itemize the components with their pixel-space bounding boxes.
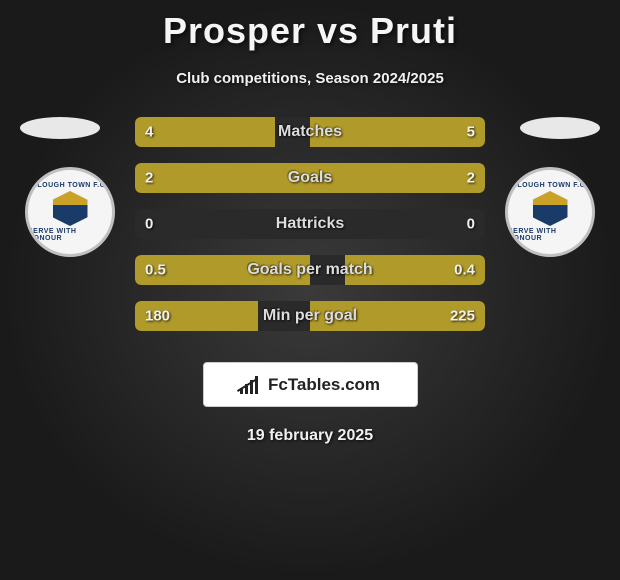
stat-fill-left [135, 117, 275, 147]
stat-value-right: 5 [467, 124, 475, 141]
stat-label: Min per goal [263, 307, 357, 325]
badge-text-top: SLOUGH TOWN F.C. [32, 182, 108, 189]
brand-box[interactable]: FcTables.com [203, 362, 418, 407]
stat-value-left: 0.5 [145, 262, 166, 279]
stat-value-right: 225 [450, 308, 475, 325]
stat-label: Goals per match [247, 261, 372, 279]
stat-value-right: 2 [467, 170, 475, 187]
badge-text-bottom: SERVE WITH HONOUR [28, 228, 112, 242]
club-badge-left: SLOUGH TOWN F.C. SERVE WITH HONOUR [25, 167, 115, 257]
stat-fill-right [310, 163, 485, 193]
stat-value-left: 4 [145, 124, 153, 141]
stat-value-right: 0 [467, 216, 475, 233]
fctables-logo-icon [240, 376, 262, 394]
stat-row: Goals 2 2 [135, 163, 485, 193]
stat-value-right: 0.4 [454, 262, 475, 279]
stat-label: Hattricks [276, 215, 344, 233]
comparison-area: SLOUGH TOWN F.C. SERVE WITH HONOUR SLOUG… [0, 117, 620, 347]
crest-icon [53, 191, 88, 226]
club-badge-right: SLOUGH TOWN F.C. SERVE WITH HONOUR [505, 167, 595, 257]
stat-row: Goals per match 0.5 0.4 [135, 255, 485, 285]
player-left-avatar-placeholder [20, 117, 100, 139]
date-text: 19 february 2025 [0, 427, 620, 445]
stat-bars: Matches 4 5 Goals 2 2 Hattricks 0 0 Goals per mat… [135, 117, 485, 347]
stat-row: Matches 4 5 [135, 117, 485, 147]
page-title: Prosper vs Pruti [0, 10, 620, 52]
badge-text-top: SLOUGH TOWN F.C. [512, 182, 588, 189]
stat-value-left: 0 [145, 216, 153, 233]
brand-text: FcTables.com [268, 375, 380, 395]
stat-label: Matches [278, 123, 342, 141]
stat-row: Hattricks 0 0 [135, 209, 485, 239]
stat-fill-left [135, 163, 310, 193]
stat-row: Min per goal 180 225 [135, 301, 485, 331]
crest-icon [533, 191, 568, 226]
badge-text-bottom: SERVE WITH HONOUR [508, 228, 592, 242]
player-right-avatar-placeholder [520, 117, 600, 139]
stat-value-left: 180 [145, 308, 170, 325]
subtitle: Club competitions, Season 2024/2025 [0, 70, 620, 87]
stat-label: Goals [288, 169, 332, 187]
stat-value-left: 2 [145, 170, 153, 187]
